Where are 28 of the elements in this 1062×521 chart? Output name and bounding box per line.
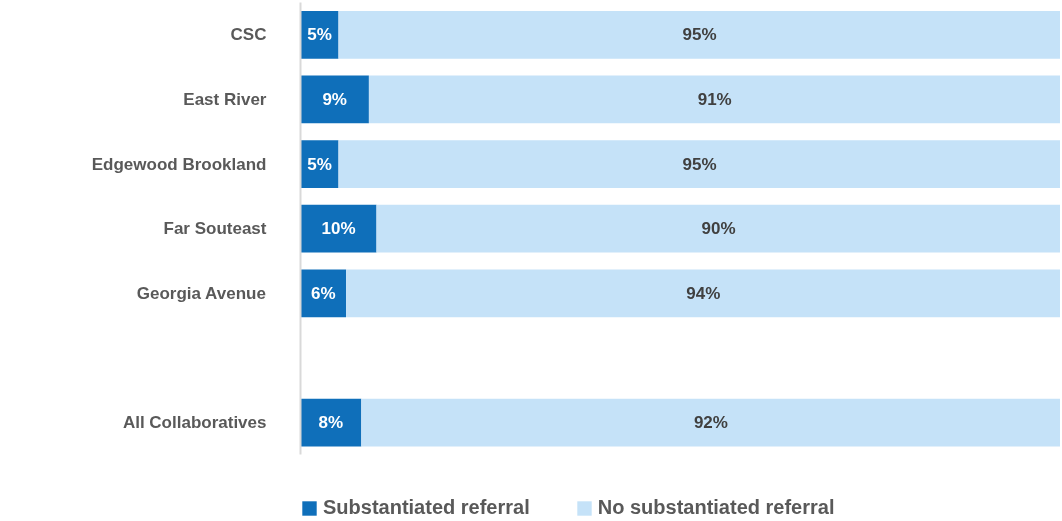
y-tick-label: Georgia Avenue bbox=[136, 283, 266, 303]
bar bbox=[368, 75, 1060, 124]
legend-label: No substantiated referral bbox=[597, 496, 835, 519]
data-label: 92% bbox=[693, 413, 728, 433]
data-label: 8% bbox=[318, 413, 344, 433]
y-tick-label: Edgewood Brookland bbox=[91, 154, 267, 174]
data-label: 95% bbox=[682, 25, 717, 45]
data-label: 5% bbox=[307, 154, 332, 174]
bar bbox=[338, 10, 1060, 59]
bar bbox=[361, 398, 1060, 447]
data-label: 10% bbox=[321, 219, 356, 239]
bar bbox=[376, 204, 1060, 253]
data-label: 90% bbox=[701, 219, 736, 239]
data-label: 95% bbox=[682, 154, 717, 174]
y-tick-label: CSC bbox=[230, 25, 267, 45]
bar bbox=[300, 75, 369, 124]
y-tick-label: Far Souteast bbox=[163, 219, 267, 239]
y-tick-label: All Collaboratives bbox=[122, 413, 267, 433]
y-tick-label: East River bbox=[183, 89, 267, 109]
data-label: 5% bbox=[307, 25, 332, 45]
data-label: 6% bbox=[311, 283, 336, 303]
data-label: 94% bbox=[686, 283, 721, 303]
bar bbox=[338, 140, 1060, 188]
data-label: 9% bbox=[322, 89, 347, 109]
data-label: 91% bbox=[697, 89, 732, 109]
bar bbox=[300, 204, 377, 253]
bar bbox=[346, 269, 1060, 318]
legend-label: Substantiated referral bbox=[323, 496, 530, 519]
